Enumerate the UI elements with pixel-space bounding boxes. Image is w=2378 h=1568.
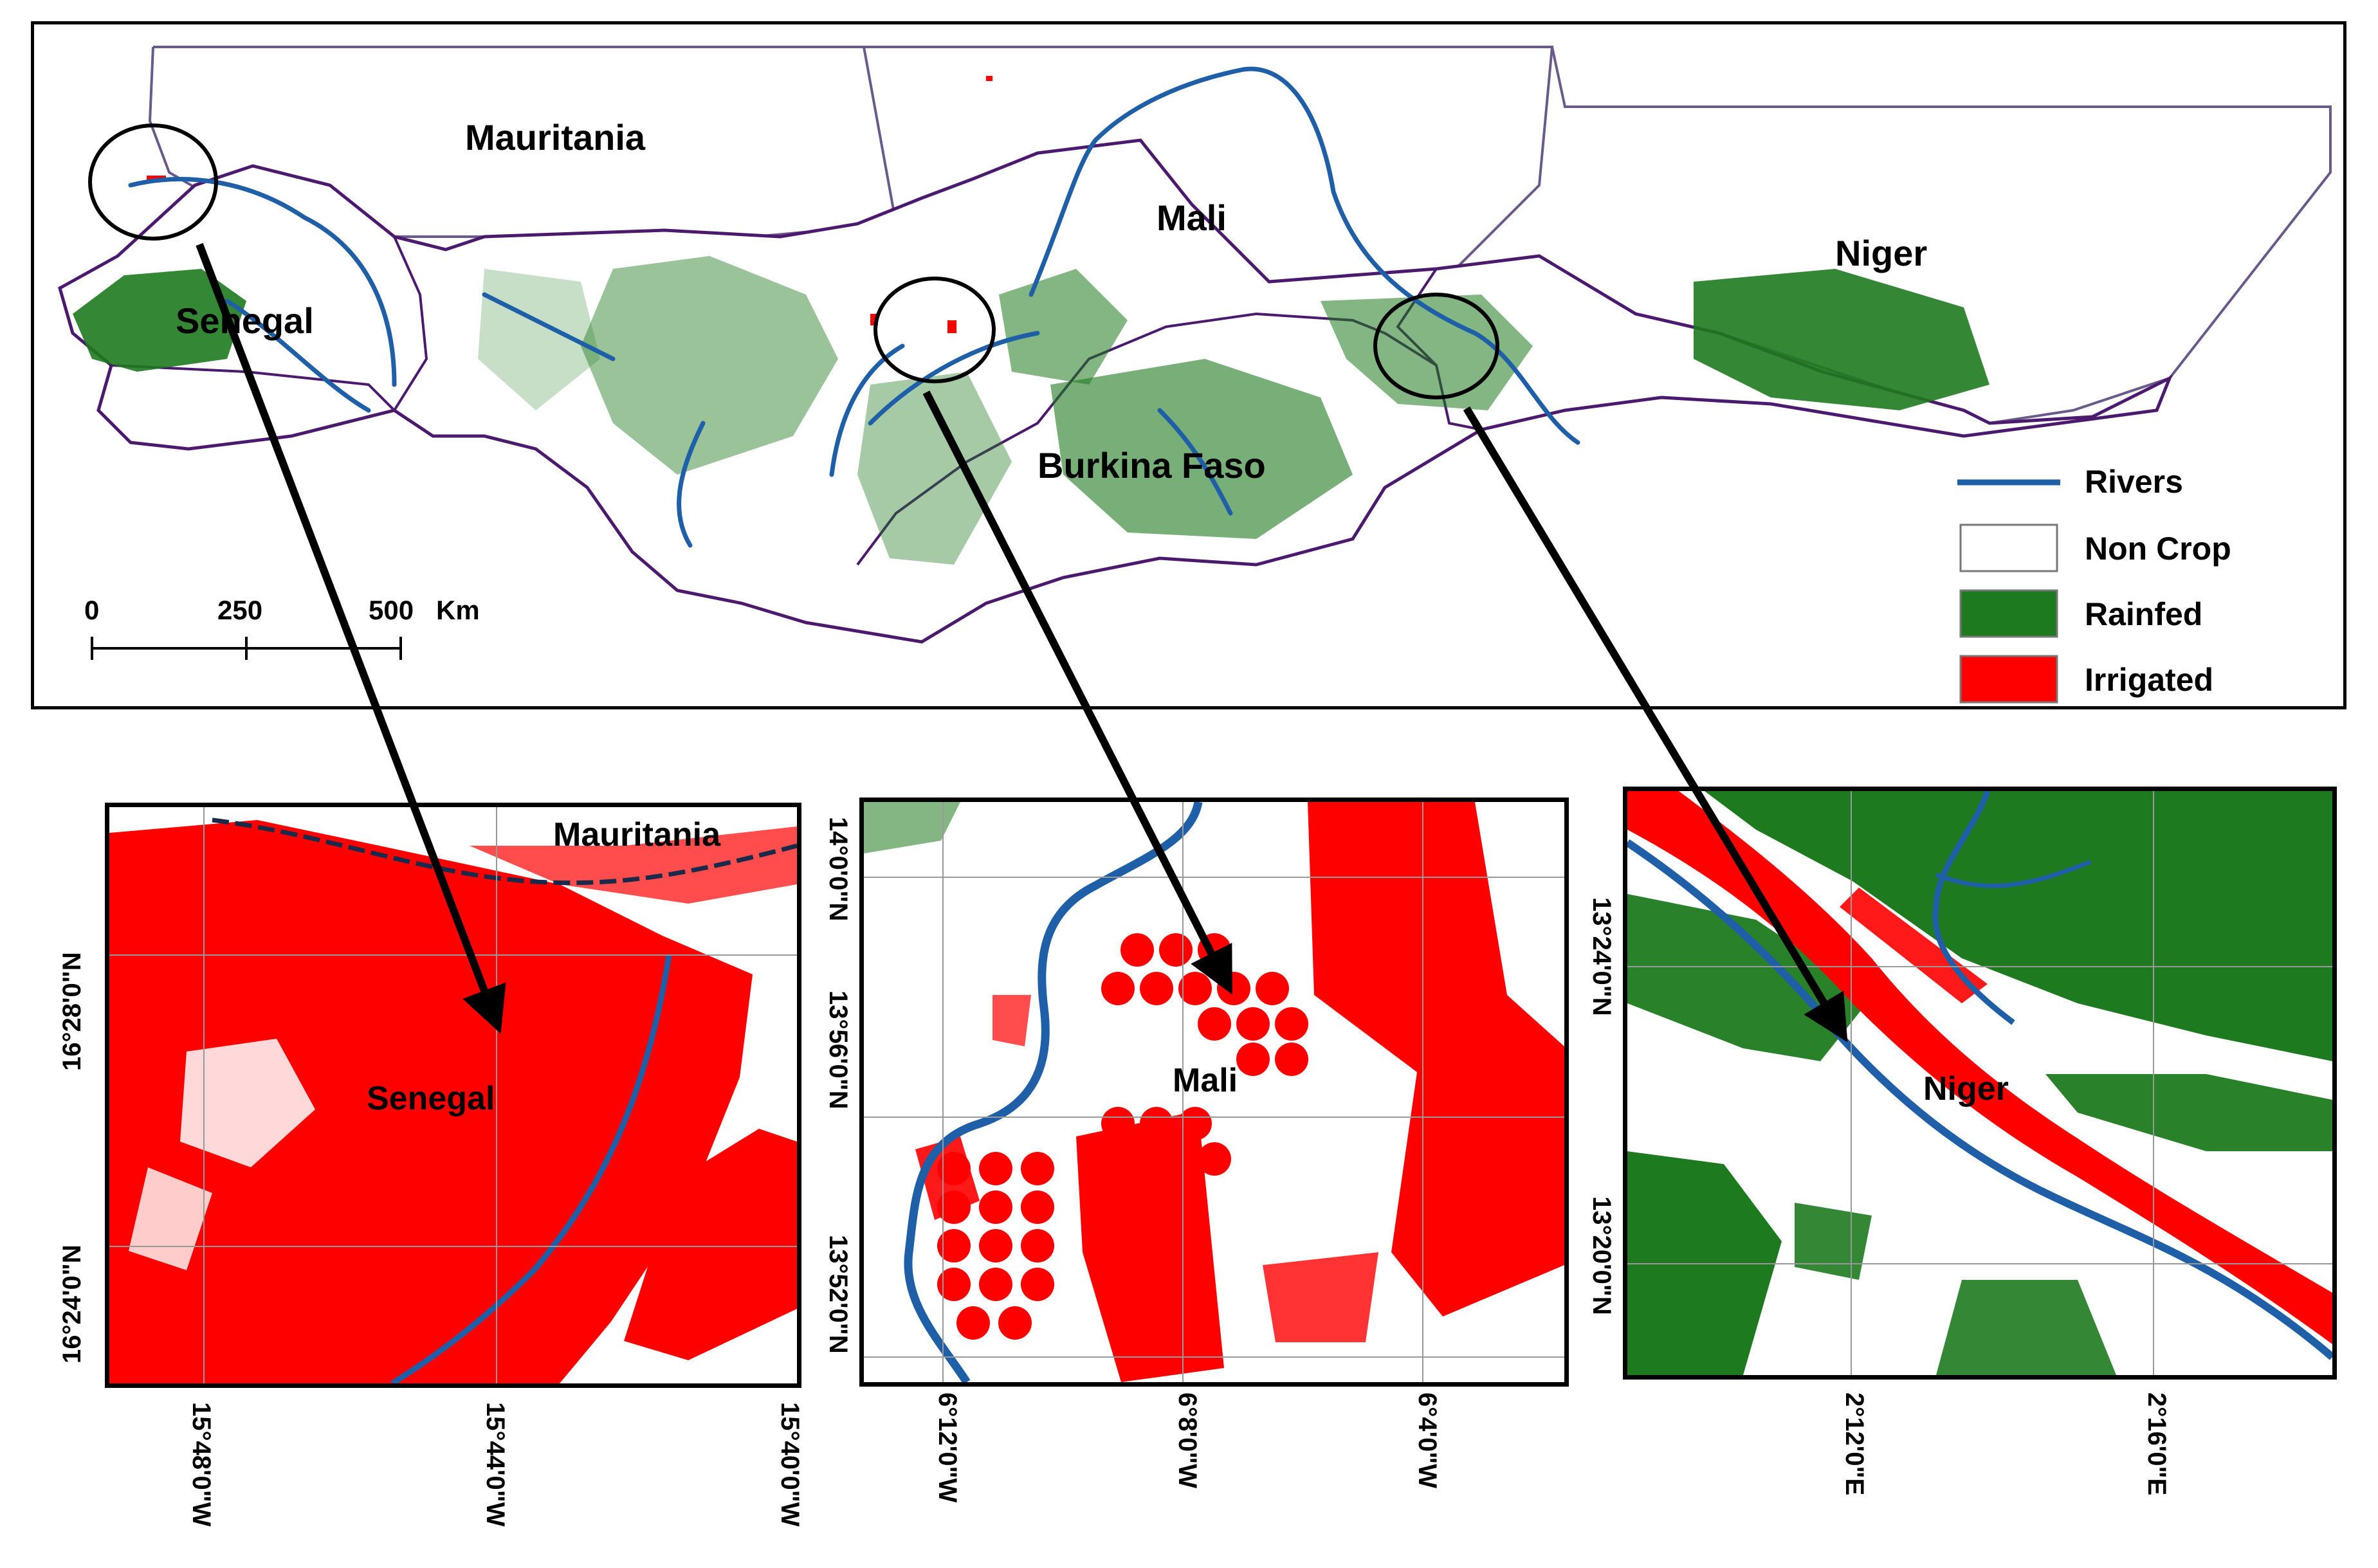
niger-zoom-circle <box>1373 293 1499 399</box>
inset-mali-label: Mali <box>1173 1062 1238 1099</box>
inset-senegal-label: Senegal <box>367 1080 495 1117</box>
senegal-lon-tick-1: 15°44'0"W <box>481 1402 509 1527</box>
country-label-senegal: Senegal <box>176 300 314 341</box>
senegal-lat-tick-1: 16°24'0"N <box>58 1244 86 1363</box>
country-label-mali: Mali <box>1157 197 1227 238</box>
senegal-lat-tick-0: 16°28'0"N <box>58 952 86 1071</box>
bani-river <box>868 331 1040 426</box>
country-label-burkina-faso: Burkina Faso <box>1038 445 1266 486</box>
mali-lat-tick-1: 13°56'0"N <box>824 990 852 1109</box>
legend-swatch-non-crop <box>1959 524 2058 572</box>
senegal-lon-tick-2: 15°40'0"W <box>776 1402 804 1527</box>
main-map: Mauritania Mali Niger Senegal Burkina Fa… <box>31 21 2346 709</box>
inset-mali: Mali <box>859 798 1569 1387</box>
senegal-zoom-circle <box>88 123 218 241</box>
mali-lon-tick-0: 6°12'0"W <box>933 1392 962 1503</box>
inset-mali-canvas: Mali <box>864 802 1564 1382</box>
main-map-canvas: Mauritania Mali Niger Senegal Burkina Fa… <box>58 46 2332 704</box>
inset-senegal: Senegal Mauritania <box>105 803 801 1388</box>
inset-niger: Niger <box>1623 787 2337 1380</box>
inset-niger-canvas: Niger <box>1627 791 2332 1375</box>
niger-lat-tick-0: 13°24'0"N <box>1587 897 1616 1016</box>
scale-unit: Km <box>436 595 480 625</box>
legend-label-irrigated: Irrigated <box>2085 662 2213 698</box>
niger-lon-tick-1: 2°16'0"E <box>2143 1392 2171 1496</box>
inset-niger-label: Niger <box>1923 1070 2009 1108</box>
country-label-mauritania: Mauritania <box>465 117 646 158</box>
inset-senegal-secondary-label: Mauritania <box>553 816 721 853</box>
mali-zoom-circle <box>873 277 996 383</box>
scale-tick-500: 500 <box>369 595 414 625</box>
zoom-circles <box>88 123 1499 399</box>
bagoe-river <box>829 343 905 477</box>
country-label-niger: Niger <box>1835 233 1927 273</box>
legend-swatch-rainfed <box>1959 589 2058 638</box>
scale-bar: 0 250 500 Km <box>84 595 480 660</box>
legend-swatch-irrigated <box>1959 655 2058 704</box>
niger-river <box>1029 66 1580 445</box>
legend-label-rainfed: Rainfed <box>2085 596 2202 632</box>
mali-lon-tick-2: 6°4'0"W <box>1413 1392 1441 1488</box>
falem-river <box>482 292 616 361</box>
west-river <box>677 421 706 548</box>
inset-senegal-canvas: Senegal Mauritania <box>109 807 797 1383</box>
niger-lon-tick-0: 2°12'0"E <box>1840 1392 1869 1496</box>
mali-lat-tick-2: 13°52'0"N <box>824 1235 852 1354</box>
niger-lat-tick-1: 13°20'0"N <box>1587 1196 1616 1315</box>
legend-label-non-crop: Non Crop <box>2085 531 2231 567</box>
legend: Rivers Non Crop Rainfed Irrigated <box>1957 464 2231 704</box>
mali-lat-tick-0: 14°0'0"N <box>824 817 852 922</box>
senegal-lon-tick-0: 15°48'0"W <box>187 1402 215 1527</box>
scale-tick-0: 0 <box>84 595 99 625</box>
scale-tick-250: 250 <box>217 595 262 625</box>
mali-lon-tick-1: 6°8'0"W <box>1173 1392 1202 1488</box>
legend-label-rivers: Rivers <box>2085 464 2183 500</box>
